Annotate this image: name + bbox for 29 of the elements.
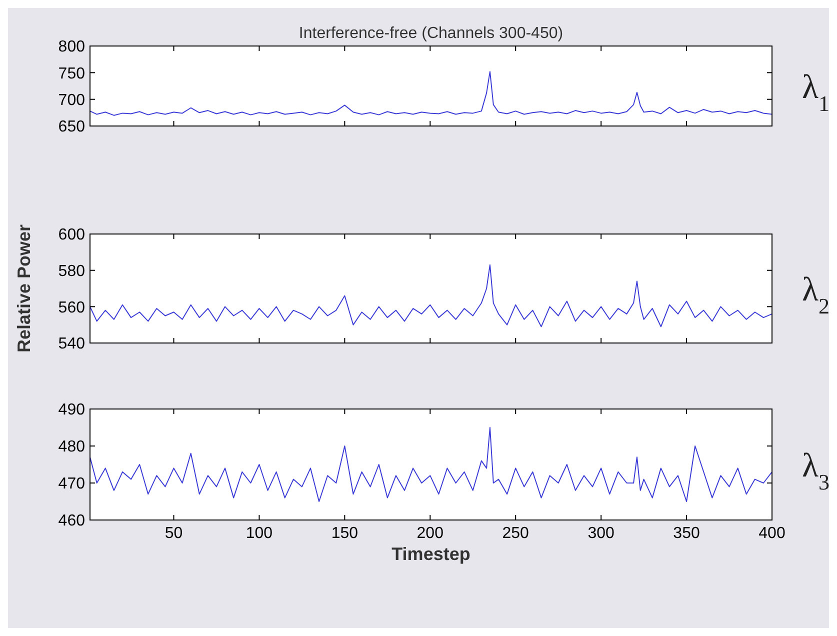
y-tick-label: 800: [58, 38, 86, 56]
y-tick-label: 470: [58, 476, 86, 493]
text: λ$_{1}$: [802, 69, 830, 116]
x-tick-label: 100: [246, 525, 273, 542]
text: λ$_{2}$: [802, 272, 830, 318]
y-tick-label: 600: [58, 226, 86, 244]
x-tick-label: 300: [588, 525, 615, 542]
y-axis-title: Relative Power: [14, 224, 34, 353]
y-tick-label: 750: [58, 65, 86, 82]
y-tick-label: 650: [58, 118, 86, 136]
x-tick-label: 250: [502, 525, 530, 542]
y-tick-label: 490: [58, 402, 86, 419]
x-tick-label: 350: [673, 525, 700, 542]
y-tick-label: 700: [58, 92, 86, 109]
x-tick-label: 400: [758, 525, 786, 542]
x-tick-label: 50: [164, 525, 183, 542]
y-tick-label: 580: [58, 262, 86, 280]
x-tick-label: 150: [331, 525, 358, 542]
y-tick-label: 540: [58, 336, 86, 353]
y-tick-label: 560: [58, 299, 86, 316]
line-series: [90, 71, 772, 116]
x-tick-label: 200: [416, 525, 444, 542]
y-tick-label: 460: [58, 512, 86, 530]
line-series: [90, 427, 772, 502]
chart-title: Interference-free (Channels 300-450): [298, 25, 564, 42]
line-series: [90, 264, 772, 328]
x-axis-title: Timestep: [392, 544, 470, 564]
text: λ$_{3}$: [802, 448, 830, 494]
y-tick-label: 480: [58, 438, 86, 456]
